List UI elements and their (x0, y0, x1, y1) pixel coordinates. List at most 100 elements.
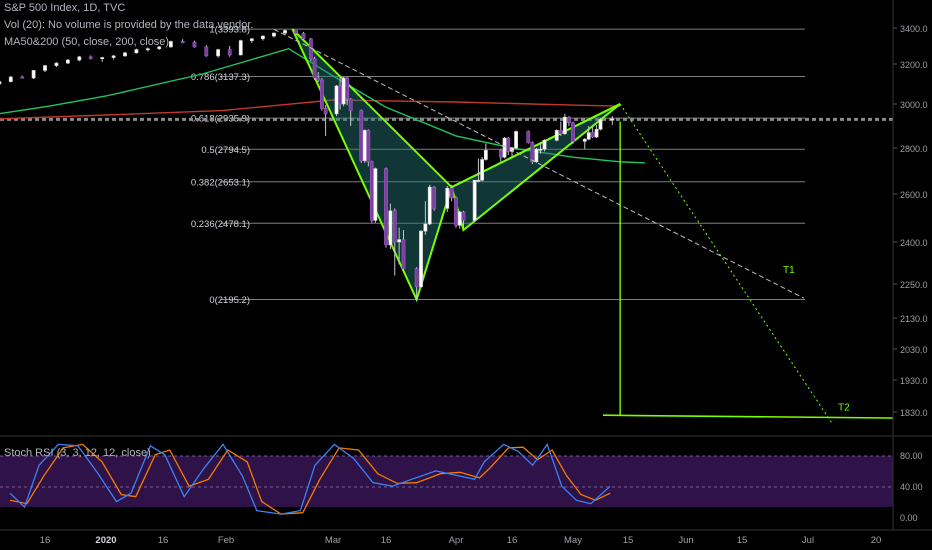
candle-up (476, 179, 481, 182)
candle-up (586, 132, 591, 140)
candle-down (180, 41, 185, 44)
candle-down (366, 130, 371, 163)
candle-down (369, 161, 374, 221)
volume-indicator-label[interactable]: Vol (20): No volume is provided by the d… (4, 19, 254, 31)
candle-up (111, 55, 116, 58)
descending-trendline (273, 28, 805, 299)
rsi-axis-bg (893, 437, 932, 530)
candle-up (388, 210, 393, 246)
candle-up (283, 30, 287, 34)
candle-down (320, 79, 324, 109)
candle-up (123, 52, 127, 57)
target-t1-label: T1 (783, 265, 795, 276)
ma50-line (0, 47, 646, 164)
stoch-rsi-label[interactable]: Stoch RSI (3, 3, 12, 12, close) (4, 447, 151, 459)
fibonacci-retracement[interactable]: 1(3393.8)0.786(3137.3)0.618(2935.9)0.5(2… (0, 25, 932, 306)
candle-up (77, 56, 82, 61)
candle-up (483, 150, 488, 160)
candle-up (362, 130, 367, 161)
candle-up (31, 70, 36, 79)
candle-down (316, 77, 321, 81)
candle-down (227, 49, 232, 56)
candle-up (100, 57, 105, 60)
candle-down (294, 30, 299, 34)
candle-up (8, 76, 13, 82)
candle-down (192, 41, 197, 48)
candle-down (526, 131, 531, 143)
projection-line (619, 103, 834, 426)
candle-down (323, 108, 328, 115)
rsi-k-line (9, 442, 611, 515)
candle-down (301, 33, 306, 40)
price-tick-label: 3400.0 (900, 24, 928, 34)
candle-up (423, 223, 428, 232)
candle-up (145, 48, 150, 51)
candle-down (590, 132, 595, 138)
price-tick-label: 3000.0 (900, 100, 928, 110)
candle-up (554, 130, 559, 141)
time-axis: 16 2020 16 Feb Mar 16 Apr 16 May 15 Jun 15 Jul 20 (0, 529, 932, 546)
fib-level-label: 0.786(3137.3) (191, 72, 250, 83)
time-tick-label: 2020 (95, 535, 116, 546)
candle-up (457, 211, 462, 226)
candle-up (598, 119, 603, 130)
time-tick-label: 16 (507, 535, 518, 546)
candle-down (345, 77, 350, 100)
candle-up (427, 186, 432, 225)
candle-down (401, 239, 406, 269)
candle-up (43, 65, 47, 71)
candle-down (392, 210, 397, 243)
candle-up (272, 32, 276, 37)
candle-up (472, 179, 477, 221)
candle-up (334, 85, 339, 115)
candle-up (514, 131, 518, 149)
fib-level-label: 0.5(2794.5) (201, 145, 250, 156)
price-tick-label: 2400.0 (900, 238, 928, 248)
candle-down (338, 85, 342, 105)
candle-down (348, 98, 353, 111)
candle-up (168, 41, 173, 48)
candle-up (610, 118, 615, 121)
candle-up (582, 138, 587, 142)
symbol-title[interactable]: S&P 500 Index, 1D, TVC (4, 2, 126, 14)
time-tick-label: 20 (871, 535, 882, 546)
price-tick-label: 2600.0 (900, 190, 928, 200)
moving-average-label[interactable]: MA50&200 (50, close, 200, close) (4, 36, 170, 48)
candle-up (542, 140, 547, 150)
time-tick-label: 16 (381, 535, 392, 546)
candle-down (359, 110, 364, 161)
candle-down (461, 211, 466, 221)
price-tick-label: 1830.0 (900, 408, 928, 418)
pattern-bd-leg (451, 103, 621, 188)
stoch-rsi-pane: 80.00 40.00 0.00 (0, 435, 932, 530)
candle-up (249, 38, 254, 41)
candle-up (538, 148, 543, 151)
time-tick-label: Apr (449, 535, 464, 546)
fib-level-label: 0(2195.2) (209, 295, 250, 306)
candle-down (454, 197, 458, 226)
price-tick-label: 2250.0 (900, 280, 928, 290)
candle-up (534, 148, 539, 163)
target-projections[interactable]: T1 T2 (273, 28, 931, 426)
candle-down (384, 168, 388, 246)
price-tick-label: 1930.0 (900, 376, 928, 386)
price-tick-label: 2130.0 (900, 314, 928, 324)
candle-up (445, 187, 450, 209)
candle-down (571, 122, 575, 142)
candle-up (65, 59, 70, 64)
rsi-tick-label: 80.00 (900, 451, 923, 461)
candle-up (216, 49, 221, 57)
time-tick-label: Feb (218, 535, 234, 546)
candle-down (432, 186, 437, 209)
rsi-tick-label: 0.00 (900, 513, 918, 523)
candle-down (204, 46, 209, 57)
target-t2-line (602, 414, 931, 420)
candle-up (54, 62, 59, 66)
candle-down (20, 76, 25, 79)
candle-down (506, 137, 511, 152)
price-tick-label: 2030.0 (900, 345, 928, 355)
price-tick-label: 2800.0 (900, 144, 928, 154)
candle-up (134, 49, 139, 54)
time-tick-label: May (564, 535, 582, 546)
